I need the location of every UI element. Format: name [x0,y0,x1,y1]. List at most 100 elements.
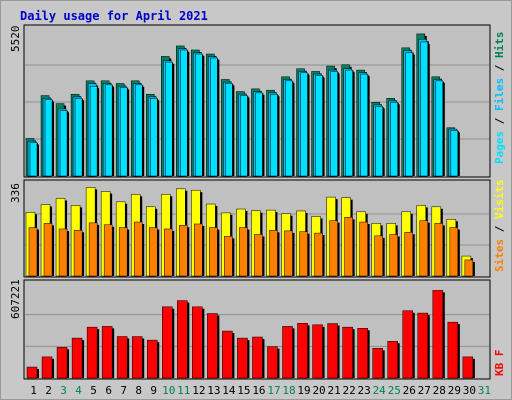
bar-kbytes-day-26 [402,310,413,379]
bar-kbytes-day-15 [237,337,248,379]
bar-pages-day-18 [285,80,293,177]
x-tick-day-20: 20 [312,384,325,397]
x-tick-day-16: 16 [252,384,265,397]
x-tick-day-7: 7 [120,384,127,397]
legend-top-part-1: / [493,111,506,131]
bar-pages-day-17 [270,93,278,177]
bar-kbytes-day-24 [372,348,383,379]
x-tick-day-23: 23 [358,384,371,397]
bar-sites-day-30 [464,259,474,277]
chart-marks [25,33,489,379]
legend-top: Pages / Files / Hits [493,32,506,165]
x-tick-day-24: 24 [373,384,387,397]
x-tick-day-28: 28 [433,384,446,397]
bar-sites-day-21 [329,220,338,277]
bar-sites-day-16 [254,234,263,277]
x-tick-day-6: 6 [105,384,112,397]
bar-kbytes-day-1 [26,366,38,379]
bar-sites-day-24 [374,235,383,277]
bar-pages-day-7 [119,87,128,177]
bar-sites-day-18 [284,230,293,277]
bar-sites-day-3 [58,228,68,277]
bar-kbytes-day-25 [387,340,398,379]
bar-sites-day-29 [449,227,459,277]
bar-kbytes-day-21 [327,323,338,379]
bar-sites-day-27 [419,220,429,277]
legend-middle-part-1: / [493,219,506,239]
bar-kbytes-day-12 [192,306,203,379]
bar-pages-day-24 [375,106,383,177]
bar-sites-day-1 [28,227,38,277]
bar-sites-day-2 [43,223,53,277]
x-tick-day-3: 3 [60,384,67,397]
bar-kbytes-day-20 [312,324,323,379]
legend-top-part-0: Pages [493,131,506,164]
bar-kbytes-day-16 [252,336,263,379]
x-tick-day-12: 12 [192,384,205,397]
x-tick-day-8: 8 [135,384,142,397]
bar-kbytes-day-17 [267,346,278,379]
bar-sites-day-15 [239,227,248,277]
bar-sites-day-8 [133,221,143,277]
x-tick-day-25: 25 [388,384,401,397]
x-tick-day-17: 17 [267,384,280,397]
bar-sites-day-4 [73,230,83,277]
bar-pages-day-2 [44,99,53,177]
x-tick-day-11: 11 [177,384,190,397]
legend-middle-part-2: Visits [493,179,506,219]
chart-title: Daily usage for April 2021 [20,9,208,23]
bar-kbytes-day-23 [357,327,368,379]
bar-kbytes-day-18 [282,326,293,379]
bar-kbytes-day-13 [207,313,218,379]
bar-sites-day-19 [299,231,308,277]
ymax-label-top: 5520 [9,26,22,53]
legend-top-part-4: Hits [493,32,506,59]
bar-sites-day-20 [314,232,323,277]
bar-kbytes-day-27 [417,312,429,379]
x-tick-day-9: 9 [150,384,157,397]
bar-kbytes-day-28 [432,290,444,379]
x-tick-day-29: 29 [448,384,461,397]
bar-sites-day-10 [164,228,173,277]
bar-pages-day-28 [435,80,444,177]
bar-sites-day-14 [224,236,233,277]
bar-kbytes-day-6 [101,326,113,379]
bar-pages-day-27 [420,41,429,177]
bar-sites-day-11 [179,225,188,277]
bar-sites-day-12 [194,223,203,277]
bar-kbytes-day-7 [116,336,128,379]
bar-pages-day-26 [405,52,413,177]
x-tick-day-10: 10 [162,384,175,397]
x-tick-day-1: 1 [30,384,37,397]
bar-kbytes-day-8 [131,336,143,379]
bar-pages-day-14 [225,83,233,177]
x-tick-day-13: 13 [207,384,220,397]
bar-pages-day-8 [134,84,143,177]
bar-pages-day-1 [29,142,38,177]
x-tick-day-15: 15 [237,384,250,397]
ymax-label-middle: 336 [9,183,22,203]
legend-bottom: KB F [493,350,506,377]
bar-pages-day-23 [360,73,368,177]
bar-pages-day-20 [315,75,323,177]
bar-pages-day-6 [104,84,113,177]
legend-middle-part-0: Sites [493,239,506,272]
bar-kbytes-day-9 [146,339,158,379]
bar-sites-day-7 [118,227,128,277]
bar-sites-day-17 [269,230,278,277]
bar-kbytes-day-22 [342,326,353,379]
x-tick-day-31: 31 [478,384,491,397]
bar-kbytes-day-30 [462,356,474,379]
bar-pages-day-11 [180,49,188,177]
bar-pages-day-16 [255,92,263,177]
x-tick-day-22: 22 [343,384,356,397]
bar-kbytes-day-5 [86,326,98,379]
x-axis-ticks: 1 2 3 4 5 6 7 8 9 10 11 12 13 14 15 16 17 18 19 20 21 22 23 24 2… [30,384,491,397]
bar-kbytes-day-2 [41,356,53,379]
x-tick-day-14: 14 [222,384,236,397]
x-tick-day-21: 21 [327,384,340,397]
bar-pages-day-9 [149,97,158,177]
ymax-label-bottom: 607221 [9,279,22,319]
x-tick-day-18: 18 [282,384,295,397]
bar-pages-day-5 [89,85,98,177]
